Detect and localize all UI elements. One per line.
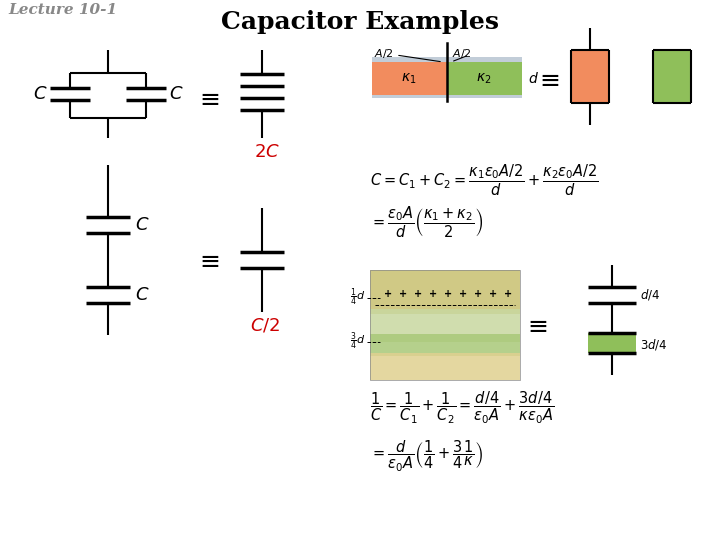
Text: $C/2$: $C/2$ [250,316,280,334]
Text: +: + [474,289,482,299]
Bar [372,92,522,98]
Text: +: + [384,289,392,299]
Text: $\equiv$: $\equiv$ [523,313,549,337]
Text: $\equiv$: $\equiv$ [195,248,220,272]
Text: +: + [459,289,467,299]
Text: +: + [414,289,422,299]
Text: $\frac{3}{4}d$: $\frac{3}{4}d$ [349,331,365,352]
Text: $3d/4$: $3d/4$ [640,338,667,353]
Bar [447,62,522,95]
Text: $C$: $C$ [32,85,48,103]
Text: $= \dfrac{\varepsilon_0 A}{d} \left( \dfrac{\kappa_1 + \kappa_2}{2} \right)$: $= \dfrac{\varepsilon_0 A}{d} \left( \df… [370,204,483,240]
Bar [372,62,447,95]
Text: $= \dfrac{d}{\varepsilon_0 A} \left( \dfrac{1}{4} + \dfrac{3}{4} \dfrac{1}{\kapp: $= \dfrac{d}{\varepsilon_0 A} \left( \df… [370,438,483,474]
Text: $\kappa_2$: $\kappa_2$ [477,71,492,86]
Text: Lecture 10-1: Lecture 10-1 [8,3,117,17]
Text: $C = C_1 + C_2 = \dfrac{\kappa_1 \varepsilon_0 A/2}{d} + \dfrac{\kappa_2 \vareps: $C = C_1 + C_2 = \dfrac{\kappa_1 \vareps… [370,163,598,198]
Bar [370,308,520,341]
Bar [654,51,690,102]
Text: $\equiv$: $\equiv$ [536,66,561,91]
Text: +: + [489,289,497,299]
Text: $C$: $C$ [168,85,184,103]
Text: $\kappa_1$: $\kappa_1$ [401,71,417,86]
Text: +: + [444,289,452,299]
Text: +: + [399,289,407,299]
Text: $\equiv$: $\equiv$ [195,86,220,110]
Text: +: + [504,289,512,299]
Bar [370,270,520,314]
Text: $\frac{1}{4}d$: $\frac{1}{4}d$ [349,287,365,308]
Bar [370,334,520,356]
Text: $2C$: $2C$ [254,143,280,161]
Text: $C$: $C$ [135,286,149,304]
Text: $A/2$: $A/2$ [374,46,394,59]
Text: $C$: $C$ [135,216,149,234]
Bar [588,333,636,353]
Bar [370,270,520,380]
Text: Capacitor Examples: Capacitor Examples [221,10,499,34]
Bar [372,57,522,63]
Bar [572,51,608,102]
Text: +: + [429,289,437,299]
Bar [370,353,520,380]
Text: $d/4$: $d/4$ [640,287,660,302]
Text: $d$: $d$ [528,71,539,86]
Text: $\dfrac{1}{C} = \dfrac{1}{C_1} + \dfrac{1}{C_2} = \dfrac{d/4}{\varepsilon_0 A} +: $\dfrac{1}{C} = \dfrac{1}{C_1} + \dfrac{… [370,390,554,426]
Text: $A/2$: $A/2$ [452,46,472,59]
